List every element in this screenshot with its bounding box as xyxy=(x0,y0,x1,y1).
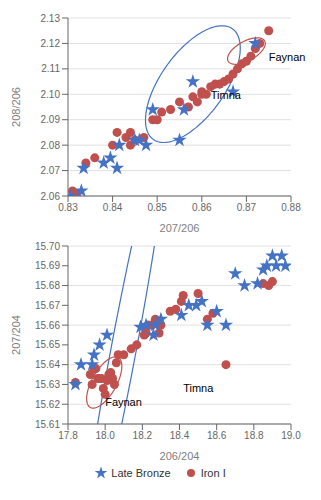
svg-text:2.10: 2.10 xyxy=(41,89,61,100)
svg-text:0.84: 0.84 xyxy=(103,202,123,213)
svg-text:206/204: 206/204 xyxy=(160,450,200,462)
html-text:Iron I: Iron I xyxy=(200,467,226,479)
svg-text:18.0: 18.0 xyxy=(95,430,115,441)
svg-text:15.68: 15.68 xyxy=(35,280,60,291)
html-text:Late Bronze: Late Bronze xyxy=(111,467,171,479)
svg-text:15.63: 15.63 xyxy=(35,379,60,390)
svg-text:15.70: 15.70 xyxy=(35,241,60,252)
svg-text:17.8: 17.8 xyxy=(58,430,78,441)
svg-text:15.66: 15.66 xyxy=(35,320,60,331)
svg-text:15.67: 15.67 xyxy=(35,300,60,311)
svg-text:2.11: 2.11 xyxy=(41,63,60,74)
svg-text:0.83: 0.83 xyxy=(58,202,78,213)
svg-text:0.85: 0.85 xyxy=(147,202,167,213)
svg-text:18.8: 18.8 xyxy=(244,430,264,441)
svg-text:208/206: 208/206 xyxy=(10,87,22,127)
svg-text:18.2: 18.2 xyxy=(133,430,153,441)
svg-text:Faynan: Faynan xyxy=(269,51,306,63)
svg-text:2.08: 2.08 xyxy=(41,140,61,151)
svg-text:15.65: 15.65 xyxy=(35,339,60,350)
svg-text:15.62: 15.62 xyxy=(35,399,60,410)
svg-text:19.0: 19.0 xyxy=(281,430,301,441)
svg-text:15.64: 15.64 xyxy=(35,359,60,370)
svg-text:0.86: 0.86 xyxy=(192,202,212,213)
svg-text:15.61: 15.61 xyxy=(35,419,60,430)
svg-text:Timna: Timna xyxy=(183,382,214,394)
svg-text:18.4: 18.4 xyxy=(170,430,190,441)
svg-text:0.88: 0.88 xyxy=(281,202,301,213)
svg-text:18.6: 18.6 xyxy=(207,430,227,441)
svg-text:2.12: 2.12 xyxy=(41,38,61,49)
svg-text:207/204: 207/204 xyxy=(10,315,22,355)
svg-text:Faynan: Faynan xyxy=(105,396,142,408)
svg-text:15.69: 15.69 xyxy=(35,260,60,271)
svg-text:Timna: Timna xyxy=(211,89,242,101)
svg-text:207/206: 207/206 xyxy=(160,222,200,234)
svg-text:2.07: 2.07 xyxy=(41,165,61,176)
svg-text:2.09: 2.09 xyxy=(41,114,61,125)
svg-text:2.06: 2.06 xyxy=(41,191,61,202)
svg-text:0.87: 0.87 xyxy=(237,202,257,213)
svg-text:2.13: 2.13 xyxy=(41,13,61,24)
